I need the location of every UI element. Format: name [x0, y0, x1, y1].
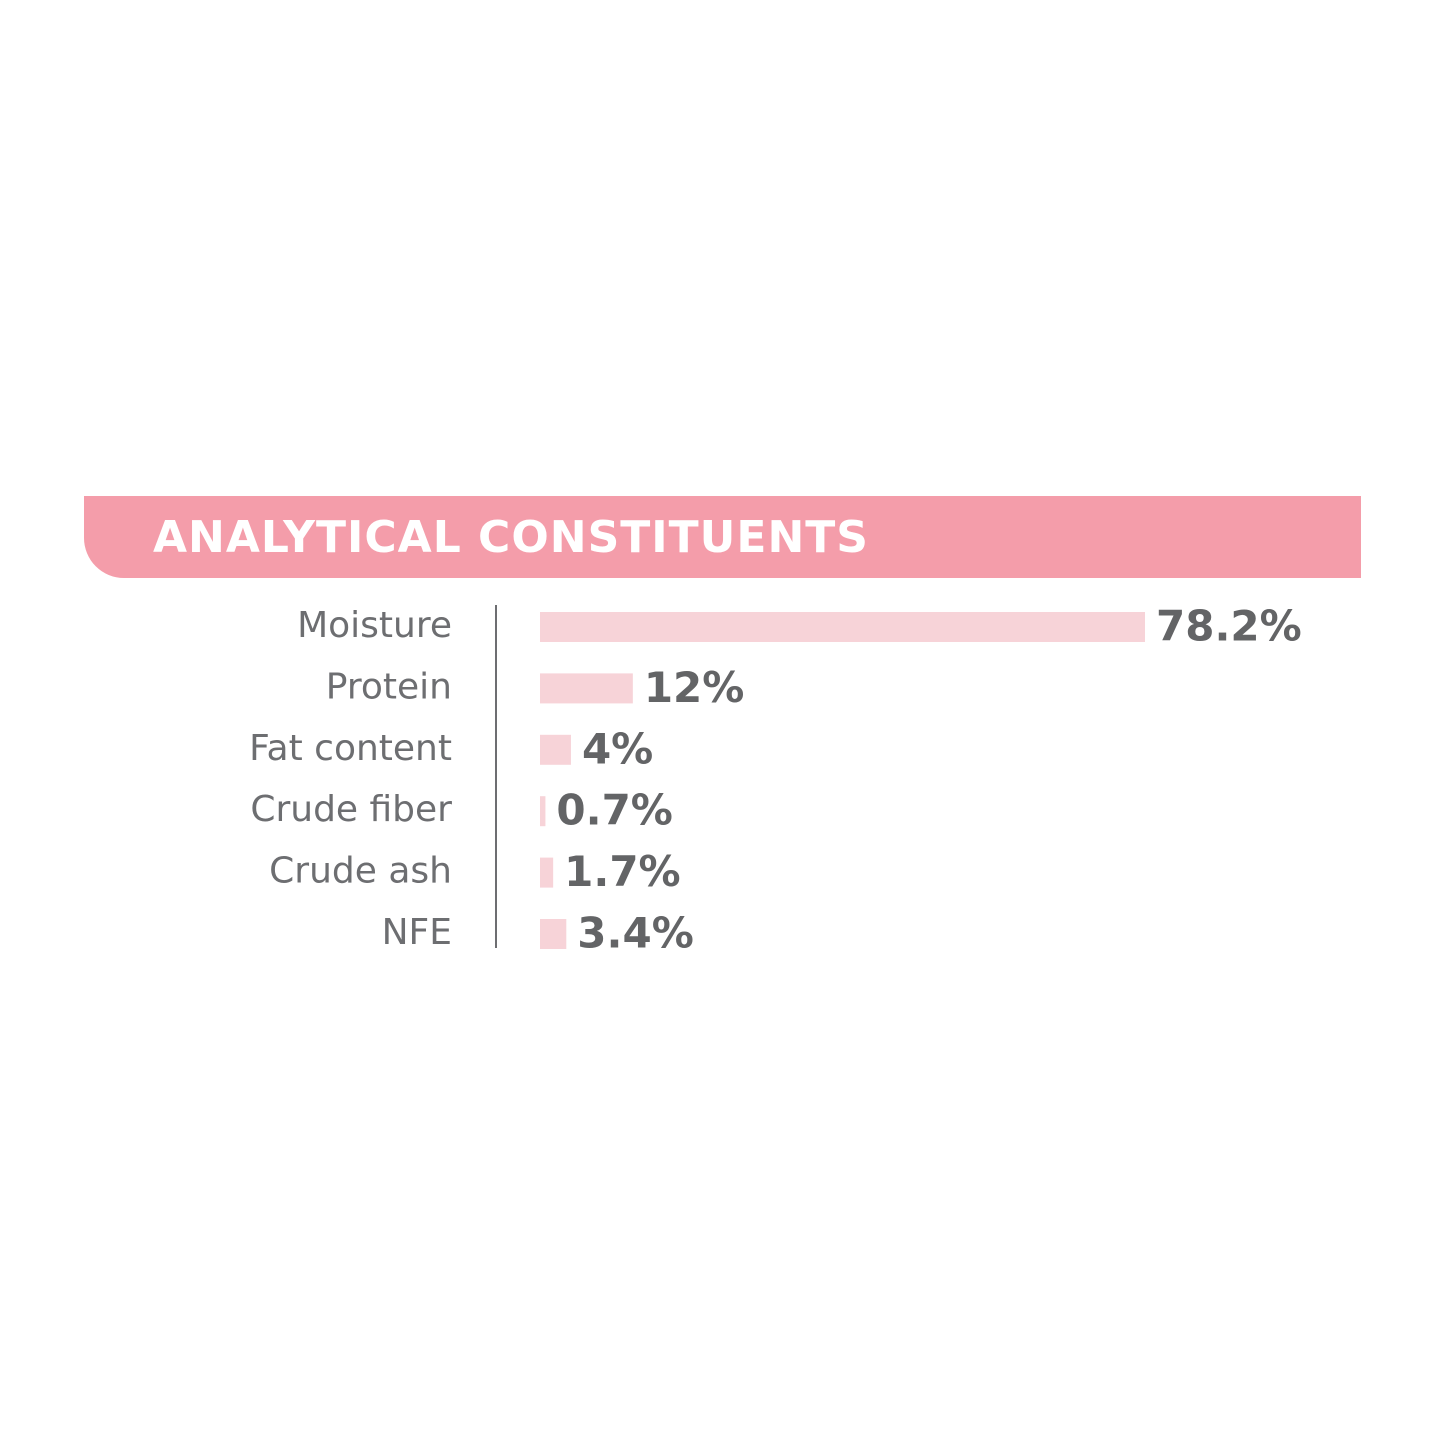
category-label: Fat content: [249, 728, 452, 769]
category-label: Crude ash: [269, 851, 452, 892]
bar: [540, 919, 567, 949]
value-label: 3.4%: [577, 909, 693, 958]
bar: [540, 734, 571, 765]
value-label: 78.2%: [1156, 602, 1302, 651]
category-label: Protein: [326, 666, 452, 707]
title-banner: [84, 496, 1361, 578]
category-label: NFE: [382, 912, 452, 953]
category-label: Moisture: [297, 605, 452, 646]
value-label: 12%: [644, 663, 745, 712]
bar: [540, 796, 546, 827]
value-label: 1.7%: [564, 847, 680, 896]
bar: [540, 673, 633, 704]
chart-title: ANALYTICAL CONSTITUENTS: [153, 512, 869, 563]
value-label: 0.7%: [556, 786, 672, 835]
bar: [540, 857, 554, 888]
value-label: 4%: [582, 724, 653, 773]
bar: [540, 612, 1145, 642]
category-label: Crude fiber: [250, 789, 452, 830]
